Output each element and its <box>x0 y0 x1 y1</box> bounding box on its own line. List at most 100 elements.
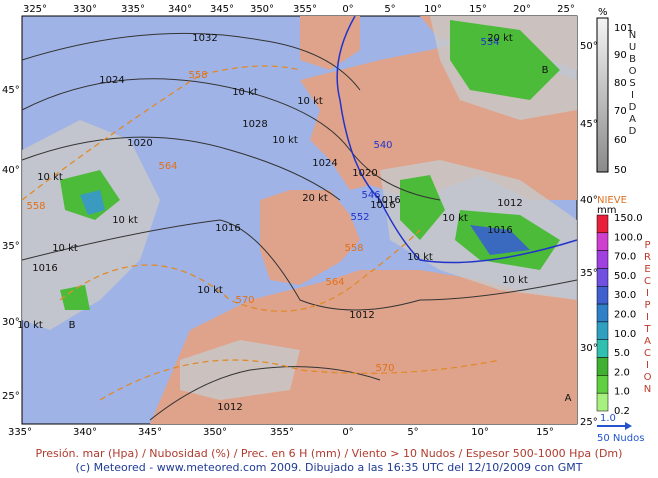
map-label: 10 kt <box>52 243 78 254</box>
top-axis-label: 330° <box>73 4 97 15</box>
map-label: 10 kt <box>272 135 298 146</box>
bottom-axis-label: 0° <box>342 427 353 438</box>
precip-swatch <box>596 357 609 376</box>
top-axis-label: 25° <box>557 4 575 15</box>
map-label: 1016 <box>215 223 240 234</box>
bottom-axis-label: 345° <box>138 427 162 438</box>
cloud-tick-label: 60 <box>614 135 627 146</box>
right-axis-label: 40° <box>580 195 598 206</box>
cloud-tick-label: 80 <box>614 78 627 89</box>
precip-swatch <box>596 321 609 340</box>
precip-tick-label: 0.2 <box>614 406 630 417</box>
map-label: 564 <box>325 277 344 288</box>
map-label: 1024 <box>312 158 337 169</box>
cloud-tick-label: 70 <box>614 106 627 117</box>
precip-swatch <box>596 232 609 251</box>
precip-tick-label: 50.0 <box>614 271 636 282</box>
map-label: 10 kt <box>502 275 528 286</box>
precip-tick-label: 20.0 <box>614 310 636 321</box>
map-label: 552 <box>350 212 369 223</box>
top-axis-label: 15° <box>469 4 487 15</box>
map-label: 558 <box>188 70 207 81</box>
map-label: 10 kt <box>297 96 323 107</box>
precip-unit: mm <box>597 205 616 216</box>
top-axis-label: 0° <box>342 4 353 15</box>
snow-label: NIEVE <box>597 195 627 206</box>
map-label: 10 kt <box>112 215 138 226</box>
precip-swatch <box>596 339 609 358</box>
map-label: 1012 <box>497 198 522 209</box>
top-axis-label: 350° <box>250 4 274 15</box>
precip-title: PRECIPITACION <box>642 240 653 396</box>
top-axis-label: 20° <box>513 4 531 15</box>
precip-tick-label: 1.0 <box>614 387 630 398</box>
cloud-title: NUBOSIDAD <box>627 30 638 138</box>
map-label: 20 kt <box>302 193 328 204</box>
precip-tick-label: 2.0 <box>614 367 630 378</box>
map-label: 10 kt <box>232 87 258 98</box>
precip-tick-label: 10.0 <box>614 329 636 340</box>
right-axis-label: 30° <box>580 343 598 354</box>
cloud-tick-label: 90 <box>614 50 627 61</box>
thickness-lines <box>21 65 501 401</box>
map-label: 10 kt <box>37 172 63 183</box>
left-axis-label: 35° <box>2 241 20 252</box>
top-axis-label: 5° <box>384 4 395 15</box>
top-axis-label: 325° <box>23 4 47 15</box>
precip-swatch <box>596 250 609 269</box>
bottom-axis-label: 335° <box>8 427 32 438</box>
top-axis-label: 340° <box>168 4 192 15</box>
map-label: 534 <box>480 37 499 48</box>
labels: 325° 330° 335° 340° 345° 350° 355° 0° 5° 10° 15° 20… <box>2 4 644 444</box>
precip-swatch <box>596 214 609 234</box>
cloud-tick-label: 101 <box>614 23 633 34</box>
isobars <box>21 32 578 421</box>
map-label: 1024 <box>99 75 124 86</box>
bottom-axis-label: 15° <box>536 427 554 438</box>
map-label: 1020 <box>352 168 377 179</box>
front-line <box>336 15 578 264</box>
bottom-axis-label: 340° <box>73 427 97 438</box>
map-label: 20 kt <box>487 33 513 44</box>
map-label: 10 kt <box>442 213 468 224</box>
precipitation <box>60 20 560 310</box>
cloud-tick-label: 50 <box>614 165 627 176</box>
precip-tick-label: 150.0 <box>614 213 643 224</box>
map-label: 540 <box>373 140 392 151</box>
wind-scale-value: 1.0 <box>600 413 616 424</box>
map-label: A <box>565 393 572 404</box>
left-axis-label: 45° <box>2 85 20 96</box>
top-axis-label: 355° <box>293 4 317 15</box>
map-label: B <box>542 65 549 76</box>
precip-tick-label: 30.0 <box>614 290 636 301</box>
map-label: 10 kt <box>197 285 223 296</box>
precip-swatch <box>596 268 609 287</box>
map-label: 1028 <box>242 119 267 130</box>
map-label: 1020 <box>127 138 152 149</box>
wind-scale-head <box>625 422 632 430</box>
precip-colorbar <box>596 214 609 412</box>
map-label: 558 <box>344 243 363 254</box>
precip-swatch <box>596 303 609 323</box>
bottom-axis-label: 350° <box>203 427 227 438</box>
map-label: 1016 <box>32 263 57 274</box>
map-label: 570 <box>375 363 394 374</box>
cloud-unit: % <box>598 7 608 18</box>
right-axis-label: 35° <box>580 268 598 279</box>
precip-tick-label: 70.0 <box>614 252 636 263</box>
caption-line: (c) Meteored - www.meteored.com 2009. Di… <box>75 461 583 474</box>
bottom-axis-label: 5° <box>407 427 418 438</box>
precip-swatch <box>596 286 609 305</box>
left-axis-label: 40° <box>2 165 20 176</box>
map-label: B <box>69 320 76 331</box>
map-label: 1016 <box>375 195 400 206</box>
precip-tick-label: 100.0 <box>614 232 643 243</box>
map-label: 10 kt <box>17 320 43 331</box>
caption-line: Presión. mar (Hpa) / Nubosidad (%) / Pre… <box>35 447 623 460</box>
right-axis-label: 45° <box>580 119 598 130</box>
left-axis-label: 30° <box>2 317 20 328</box>
right-axis-label: 50° <box>580 41 598 52</box>
map-label: 1016 <box>487 225 512 236</box>
